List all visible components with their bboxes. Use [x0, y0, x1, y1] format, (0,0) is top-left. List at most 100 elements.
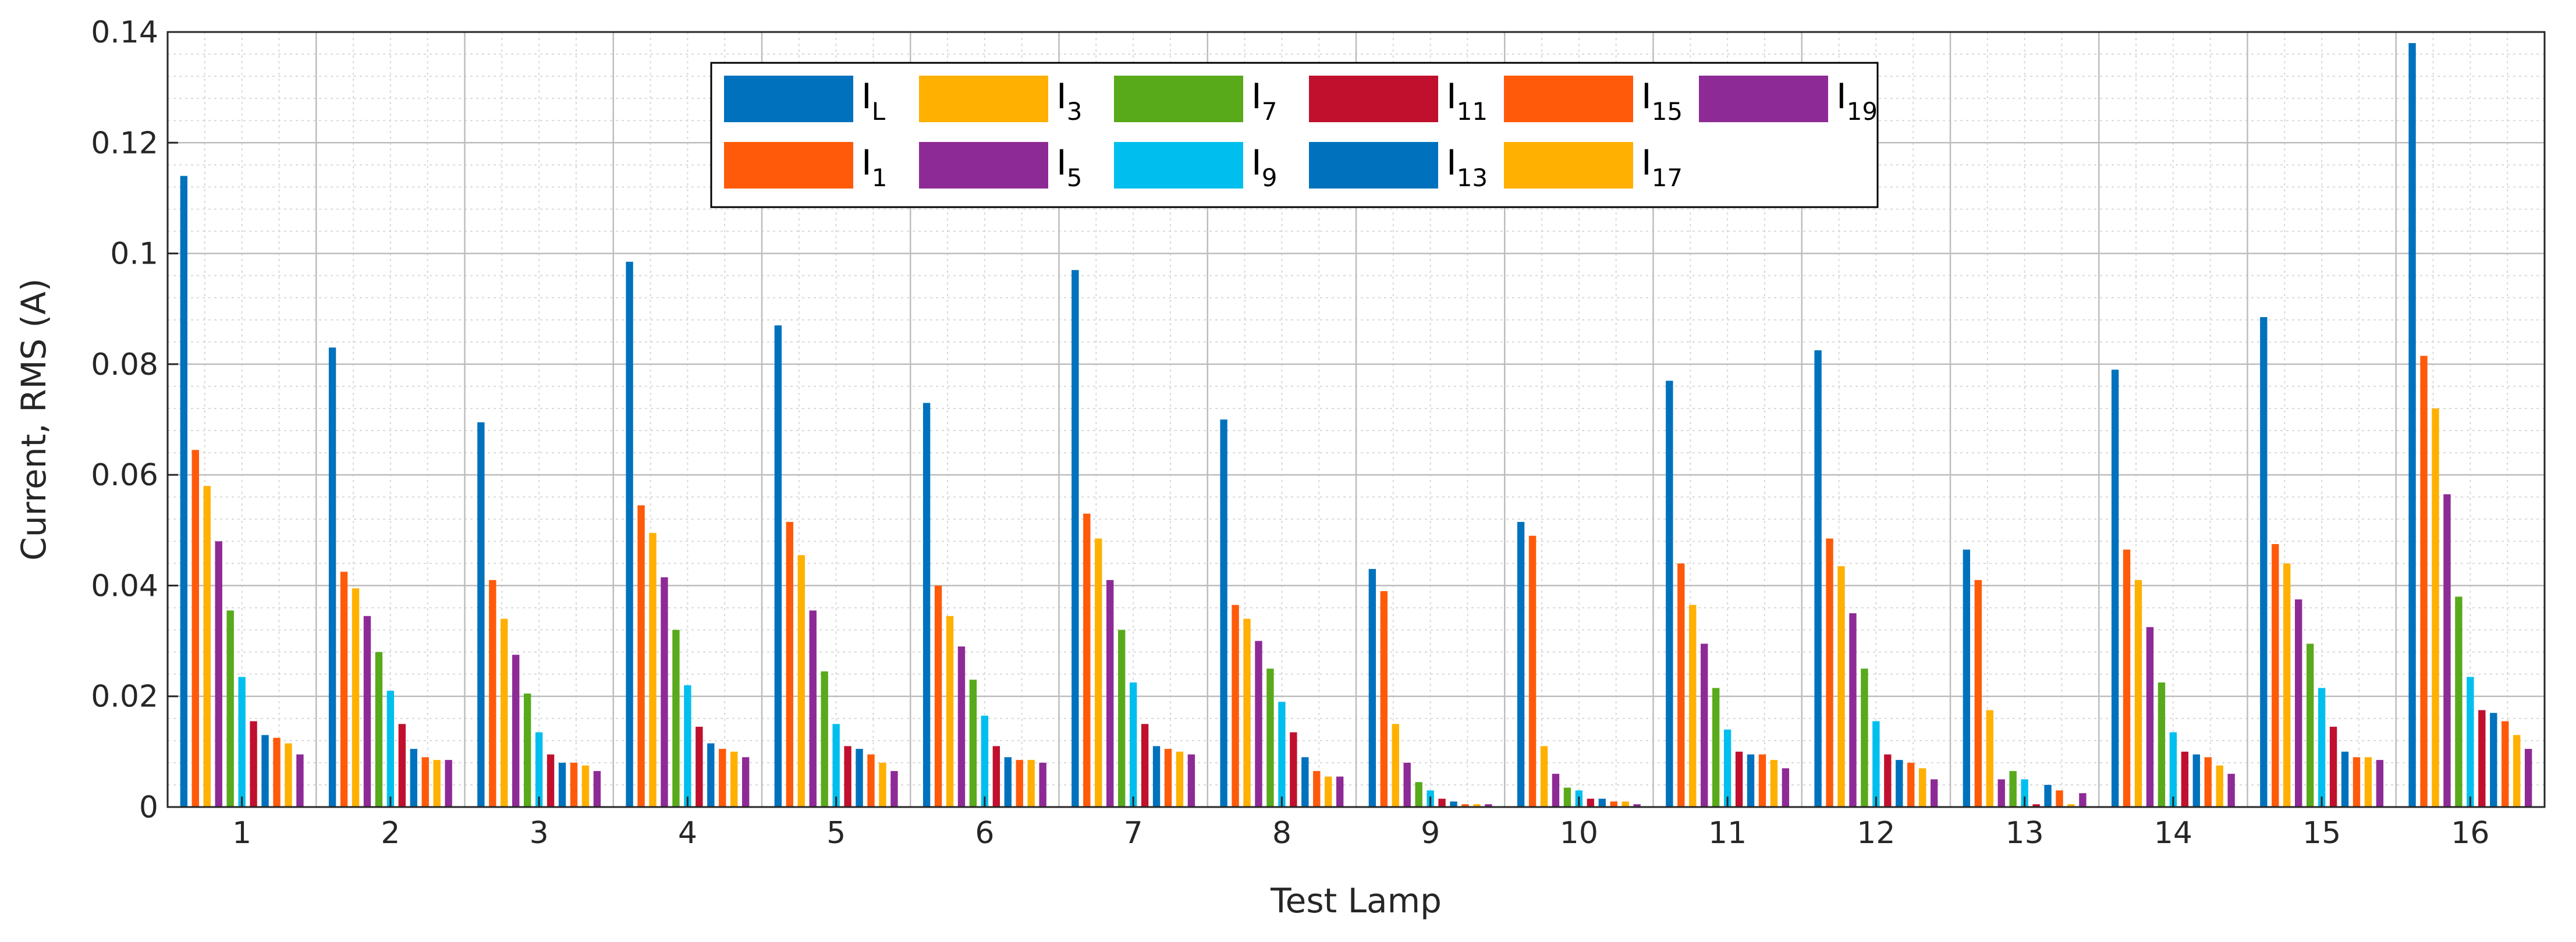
y-axis-ticks: 0 0.02 0.04 0.06 0.08 0.1 0.12 0.14 — [91, 15, 178, 825]
y-tick-label: 0.1 — [110, 237, 158, 272]
bar-1-I5 — [215, 541, 222, 807]
bar-16-I3 — [2432, 408, 2439, 807]
bar-13-I11 — [2032, 804, 2040, 807]
bar-4-I1 — [637, 505, 645, 807]
bar-12-IL — [1814, 350, 1822, 807]
bar-15-I19 — [2376, 760, 2384, 807]
legend-swatch-IL — [724, 76, 853, 122]
legend-swatch-I9 — [1114, 142, 1243, 189]
bar-6-I11 — [992, 746, 1000, 807]
x-tick-label: 14 — [2154, 816, 2192, 851]
bar-4-I3 — [649, 533, 657, 807]
bar-1-I13 — [261, 735, 269, 807]
y-tick-label: 0.04 — [91, 568, 158, 603]
bar-2-I7 — [375, 652, 383, 807]
legend-swatch-I1 — [724, 142, 853, 189]
bar-11-I5 — [1701, 644, 1708, 807]
y-tick-label: 0.02 — [91, 680, 158, 715]
bar-5-I17 — [879, 762, 886, 807]
bar-4-IL — [626, 261, 633, 807]
legend-swatch-I5 — [919, 142, 1048, 189]
bar-10-I3 — [1540, 746, 1548, 807]
x-axis-ticks: 1 2 3 4 5 6 7 8 9 10 11 12 13 14 15 16 — [232, 797, 2489, 851]
bar-8-I1 — [1232, 605, 1239, 807]
bar-12-I9 — [1872, 721, 1880, 807]
bar-16-IL — [2408, 43, 2416, 808]
bar-12-I19 — [1930, 779, 1938, 807]
bar-16-I11 — [2478, 710, 2486, 807]
bar-11-IL — [1666, 381, 1673, 807]
bar-9-I7 — [1415, 782, 1422, 807]
bar-16-I19 — [2524, 749, 2532, 807]
bar-10-I5 — [1552, 773, 1560, 807]
bar-6-I19 — [1039, 762, 1046, 807]
bar-5-I7 — [821, 671, 828, 807]
bar-13-I13 — [2044, 784, 2052, 807]
bar-8-I11 — [1290, 732, 1297, 807]
bar-1-IL — [180, 176, 188, 807]
x-tick-label: 16 — [2451, 816, 2489, 851]
y-tick-label: 0.14 — [91, 15, 158, 50]
legend-swatch-I13 — [1309, 142, 1438, 189]
bar-9-I19 — [1485, 804, 1492, 807]
bar-3-I11 — [547, 754, 555, 807]
x-tick-label: 4 — [678, 816, 697, 851]
bar-9-I17 — [1473, 804, 1481, 807]
bar-5-I11 — [844, 746, 851, 807]
bar-14-I7 — [2158, 682, 2166, 807]
bar-11-I7 — [1712, 688, 1720, 807]
bar-5-I9 — [832, 724, 840, 807]
bar-6-IL — [922, 403, 931, 807]
bar-8-I15 — [1313, 771, 1321, 807]
bar-3-I9 — [535, 732, 543, 807]
bar-12-I15 — [1907, 762, 1915, 807]
bar-8-I5 — [1255, 641, 1262, 807]
x-tick-label: 3 — [530, 816, 549, 851]
legend-swatch-I3 — [919, 76, 1048, 122]
bar-7-I9 — [1129, 682, 1137, 807]
bars — [180, 43, 2532, 808]
x-tick-label: 8 — [1272, 816, 1291, 851]
bar-7-I5 — [1106, 580, 1114, 807]
bar-10-I15 — [1610, 801, 1617, 807]
bar-15-I9 — [2318, 688, 2326, 807]
bar-2-I3 — [352, 588, 360, 807]
bar-1-I1 — [191, 450, 199, 807]
x-tick-label: 13 — [2006, 816, 2044, 851]
bar-12-I5 — [1849, 613, 1857, 807]
bar-9-I5 — [1403, 762, 1411, 807]
bar-13-I7 — [2009, 771, 2017, 807]
bar-11-I3 — [1689, 605, 1697, 807]
bar-16-I15 — [2502, 721, 2509, 807]
bar-7-IL — [1071, 270, 1079, 808]
bar-10-I1 — [1528, 535, 1537, 807]
bar-10-I17 — [1621, 801, 1629, 807]
bar-2-I15 — [421, 757, 429, 807]
x-tick-label: 5 — [826, 816, 846, 851]
bar-3-I13 — [558, 762, 566, 807]
plot-frame — [166, 31, 2546, 808]
bar-14-I1 — [2123, 549, 2131, 807]
bar-8-I3 — [1243, 618, 1251, 807]
bar-15-I7 — [2306, 644, 2314, 807]
bar-14-I5 — [2146, 627, 2154, 807]
bar-6-I5 — [957, 646, 966, 807]
bar-3-I15 — [570, 762, 578, 807]
bar-16-I9 — [2467, 677, 2474, 807]
bar-11-I11 — [1735, 751, 1743, 807]
bar-10-I13 — [1598, 798, 1606, 807]
bar-7-I1 — [1083, 513, 1091, 807]
bar-12-I17 — [1919, 768, 1926, 807]
bar-3-I3 — [501, 618, 508, 807]
bar-3-I19 — [593, 771, 601, 807]
x-tick-label: 15 — [2302, 816, 2341, 851]
bar-4-I17 — [730, 751, 738, 807]
bar-4-I11 — [696, 727, 703, 807]
bar-3-I5 — [512, 655, 520, 807]
bar-14-I15 — [2204, 757, 2212, 807]
bar-1-I7 — [226, 610, 234, 807]
bar-11-I13 — [1747, 754, 1755, 807]
bar-6-I3 — [946, 616, 954, 807]
